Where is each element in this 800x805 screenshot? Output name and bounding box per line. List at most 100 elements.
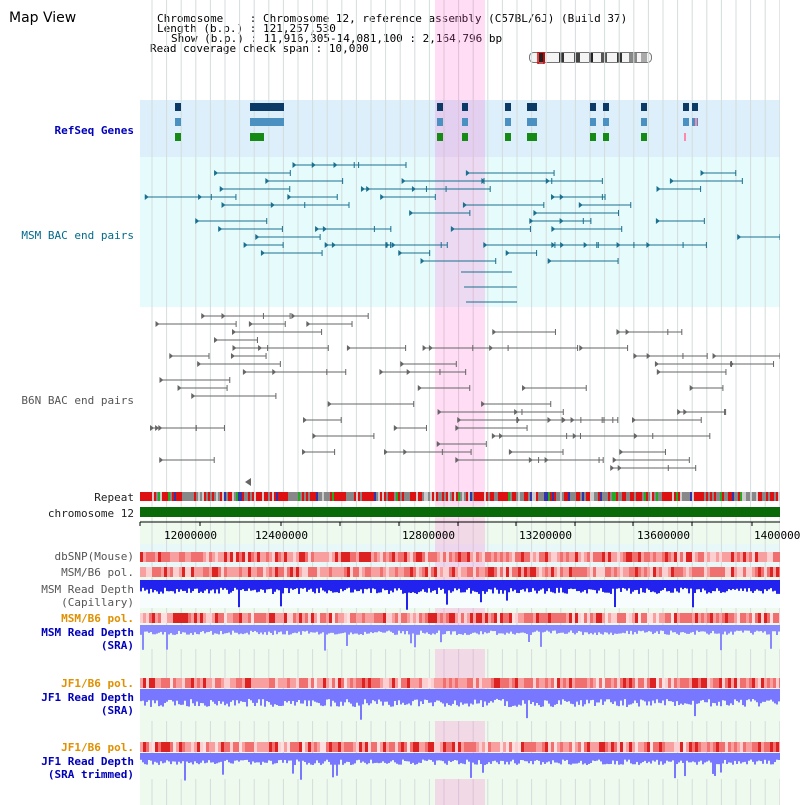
depth-bar xyxy=(362,580,364,594)
bac-end-marker xyxy=(457,417,462,423)
header-key: Length (b.p.) xyxy=(157,22,244,35)
snp-cell xyxy=(656,678,659,688)
depth-bar xyxy=(750,580,752,592)
snp-cell xyxy=(374,678,377,688)
depth-bar xyxy=(210,753,212,763)
snp-cell xyxy=(620,552,623,562)
depth-bar xyxy=(462,580,464,593)
depth-bar xyxy=(654,580,656,593)
snp-cell xyxy=(536,613,539,623)
depth-bar xyxy=(388,689,390,705)
depth-bar xyxy=(604,580,606,593)
depth-bar xyxy=(174,689,176,706)
depth-bar xyxy=(470,689,472,704)
snp-cell xyxy=(248,552,251,562)
snp-cell xyxy=(743,613,746,623)
depth-bar xyxy=(736,580,738,589)
snp-cell xyxy=(422,613,425,623)
depth-bar xyxy=(308,625,310,634)
snp-cell xyxy=(473,552,476,562)
snp-cell xyxy=(332,567,335,577)
depth-bar xyxy=(358,580,360,592)
depth-bar xyxy=(728,689,730,706)
depth-bar xyxy=(342,580,344,592)
depth-bar xyxy=(708,580,710,593)
depth-bar xyxy=(250,689,252,701)
repeat-block xyxy=(720,492,722,501)
snp-cell xyxy=(425,678,428,688)
snp-cell xyxy=(500,742,503,752)
depth-bar xyxy=(360,753,362,763)
repeat-block xyxy=(460,492,462,501)
depth-bar xyxy=(488,689,490,703)
snp-cell xyxy=(620,613,623,623)
depth-bar xyxy=(170,753,172,765)
snp-cell xyxy=(194,742,197,752)
depth-bar xyxy=(248,625,250,635)
repeat-block xyxy=(264,492,266,501)
gene-feature xyxy=(505,133,511,141)
depth-bar xyxy=(762,689,764,702)
snp-cell xyxy=(542,613,545,623)
snp-cell xyxy=(281,567,284,577)
snp-cell xyxy=(434,742,437,752)
depth-bar xyxy=(478,625,480,635)
refseq-track-label[interactable]: RefSeq Genes xyxy=(54,124,134,137)
depth-bar xyxy=(332,689,334,701)
snp-cell xyxy=(701,552,704,562)
depth-bar xyxy=(734,625,736,632)
repeat-block xyxy=(606,492,608,501)
bac-end-marker xyxy=(243,242,248,248)
depth-bar xyxy=(292,753,294,774)
snp-cell xyxy=(314,678,317,688)
depth-bar xyxy=(706,625,708,634)
repeat-block xyxy=(664,492,666,501)
snp-cell xyxy=(338,742,341,752)
snp-cell xyxy=(308,567,311,577)
snp-cell xyxy=(749,613,752,623)
snp-cell xyxy=(248,613,251,623)
depth-bar xyxy=(652,625,654,635)
snp-cell xyxy=(290,552,293,562)
snp-cell xyxy=(251,552,254,562)
snp-cell xyxy=(500,567,503,577)
gene-feature xyxy=(250,118,284,126)
depth-bar xyxy=(746,689,748,701)
repeat-block xyxy=(248,492,250,501)
snp-cell xyxy=(578,678,581,688)
bac-end-marker xyxy=(232,345,237,351)
depth-bar xyxy=(610,689,612,703)
depth-bar xyxy=(664,580,666,588)
bac-end-marker xyxy=(272,369,277,375)
depth-bar xyxy=(724,689,726,701)
snp-cell xyxy=(593,613,596,623)
snp-cell xyxy=(320,742,323,752)
depth-bar xyxy=(278,689,280,706)
b6n-bac-track-label[interactable]: B6N BAC end pairs xyxy=(21,394,134,407)
snp-cell xyxy=(602,678,605,688)
snp-cell xyxy=(752,742,755,752)
snp-cell xyxy=(143,678,146,688)
depth-bar xyxy=(636,580,638,590)
snp-cell xyxy=(365,613,368,623)
snp-cell xyxy=(350,613,353,623)
msm-bac-track-label[interactable]: MSM BAC end pairs xyxy=(21,229,134,242)
snp-cell xyxy=(242,552,245,562)
highlight-region[interactable] xyxy=(435,0,485,805)
depth-bar xyxy=(512,625,514,634)
depth-bar xyxy=(572,625,574,633)
depth-tracks xyxy=(140,580,780,781)
snp-cell xyxy=(488,742,491,752)
depth-bar xyxy=(398,580,400,589)
depth-bar xyxy=(744,580,746,589)
depth-bar xyxy=(646,753,648,764)
depth-bar xyxy=(190,625,192,634)
snp-cell xyxy=(221,567,224,577)
depth-bar xyxy=(690,753,692,763)
depth-bar xyxy=(216,625,218,634)
snp-cell xyxy=(428,567,431,577)
snp-cell xyxy=(605,742,608,752)
snp-cell xyxy=(173,567,176,577)
repeat-block xyxy=(168,492,170,501)
